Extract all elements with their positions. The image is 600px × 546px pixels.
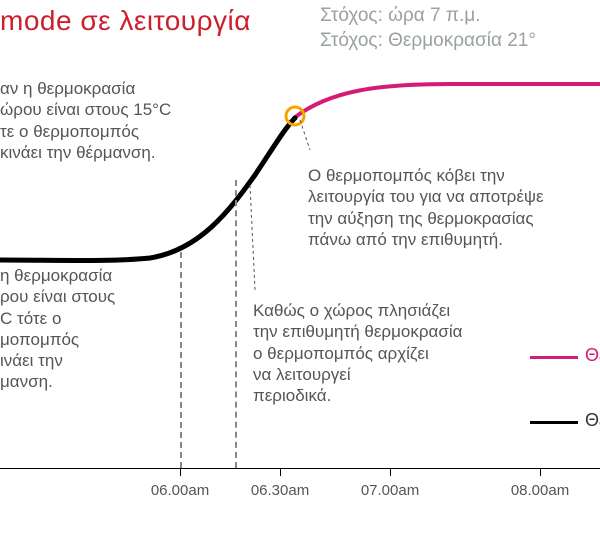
x-tick-label: 07.00am (361, 482, 419, 499)
legend-swatch-pink (530, 356, 578, 359)
x-tick-label: 06.00am (151, 482, 209, 499)
tick-mark (540, 468, 541, 476)
thermostat-line (294, 84, 600, 118)
pointer-line-2 (250, 185, 255, 290)
tick-mark (180, 468, 181, 476)
x-tick-label: 06.30am (251, 482, 309, 499)
pointer-line-1 (300, 120, 310, 150)
annotation-start-15c: αν η θερμοκρασία ώρου είναι στους 15°C τ… (0, 78, 171, 163)
guide-line-2 (235, 180, 237, 468)
annotation-periodic: Καθώς ο χώρος πλησιάζει την επιθυμητή θε… (253, 300, 462, 406)
x-axis (0, 468, 600, 469)
annotation-start-lower: η θερμοκρασία ρου είναι στους C τότε ο μ… (0, 265, 115, 393)
legend-label-thermostat: Θερ (585, 345, 600, 366)
tick-mark (390, 468, 391, 476)
annotation-cutoff: Ο θερμοπομπός κόβει την λειτουργία του γ… (308, 165, 544, 250)
legend-swatch-black (530, 421, 578, 424)
legend-label-temp: Θε (585, 410, 600, 431)
tick-mark (280, 468, 281, 476)
guide-line-1 (180, 252, 182, 468)
x-tick-label: 08.00am (511, 482, 569, 499)
